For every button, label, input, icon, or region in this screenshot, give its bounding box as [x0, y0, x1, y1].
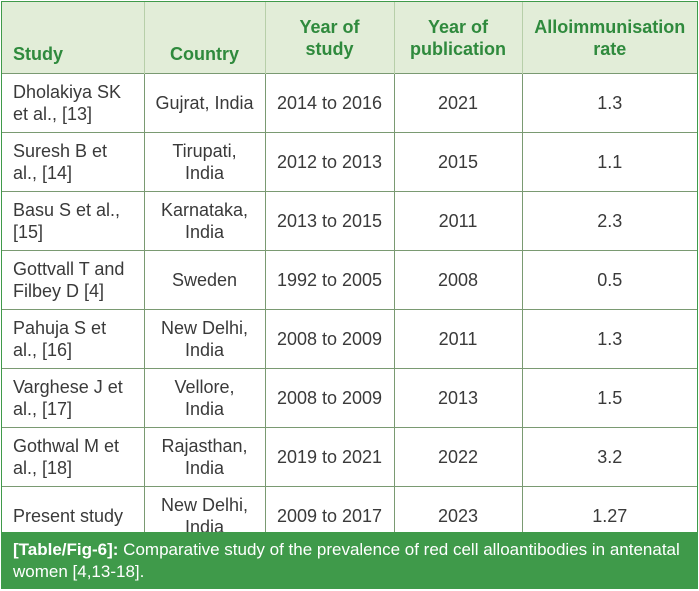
cell-study-line: al., [14] [13, 163, 73, 183]
table-caption: [Table/Fig-6]: Comparative study of the … [2, 532, 697, 588]
header-year-of-study: Year of study [264, 2, 394, 74]
cell-study-line: Present study [13, 506, 124, 526]
header-year-of-publication-line1: Year of [427, 16, 489, 37]
cell-study: Pahuja S et al., [16] [2, 309, 144, 369]
cell-country-line: Vellore, [174, 377, 235, 397]
cell-alloimmunisation-rate: 0.5 [521, 250, 697, 310]
cell-study: Varghese J et al., [17] [2, 368, 144, 428]
cell-study-line: et al., [13] [13, 104, 93, 124]
cell-year-of-publication: 2008 [393, 250, 522, 310]
cell-country-line: India [184, 222, 225, 242]
cell-study-line: Basu S et al., [13, 200, 121, 220]
cell-year-of-study: 2012 to 2013 [264, 132, 394, 192]
cell-alloimmunisation-rate: 1.1 [521, 132, 697, 192]
table-header-row: Study Country Year of study Year of public… [2, 2, 697, 74]
cell-country-line: Karnataka, [160, 200, 249, 220]
header-alloimmunisation-rate: Alloimmunisation rate [521, 2, 697, 74]
cell-country: Rajasthan, India [143, 427, 265, 487]
cell-country-line: New Delhi, [160, 495, 249, 515]
header-alloimmunisation-rate-line2: rate [593, 38, 627, 59]
cell-year-of-publication: 2011 [393, 191, 522, 251]
cell-country: Tirupati, India [143, 132, 265, 192]
cell-study: Gottvall T and Filbey D [4] [2, 250, 144, 310]
cell-country: New Delhi, India [143, 309, 265, 369]
cell-alloimmunisation-rate: 1.5 [521, 368, 697, 428]
cell-alloimmunisation-rate: 1.3 [521, 309, 697, 369]
cell-country: Sweden [143, 250, 265, 310]
cell-country: Gujrat, India [143, 73, 265, 133]
cell-study-line: Filbey D [4] [13, 281, 105, 301]
cell-country-line: India [184, 340, 225, 360]
cell-study: Gothwal M et al., [18] [2, 427, 144, 487]
cell-alloimmunisation-rate: 2.3 [521, 191, 697, 251]
cell-study-line: al., [17] [13, 399, 73, 419]
cell-study: Suresh B et al., [14] [2, 132, 144, 192]
cell-study-line: Gottvall T and [13, 259, 125, 279]
header-study-text: Study [13, 44, 64, 64]
cell-study: Dholakiya SK et al., [13] [2, 73, 144, 133]
table-row: Varghese J et al., [17] Vellore, India 2008 … [2, 368, 697, 428]
comparison-table: Study Country Year of study Year of public… [2, 2, 697, 545]
cell-study: Basu S et al., [15] [2, 191, 144, 251]
header-year-of-study-line2: study [305, 38, 354, 59]
cell-country-line: India [184, 399, 225, 419]
cell-year-of-study: 2008 to 2009 [264, 309, 394, 369]
table-row: Basu S et al., [15] Karnataka, India 2013 to… [2, 191, 697, 251]
cell-country-line: New Delhi, [160, 318, 249, 338]
table-row: Pahuja S et al., [16] New Delhi, India 2008 … [2, 309, 697, 369]
cell-country-line: India [184, 458, 225, 478]
cell-study-line: [15] [13, 222, 44, 242]
cell-country-line: Rajasthan, [161, 436, 248, 456]
cell-study-line: Suresh B et [13, 141, 108, 161]
header-year-of-publication-line2: publication [410, 38, 506, 59]
cell-study-line: Varghese J et [13, 377, 123, 397]
cell-study-line: Dholakiya SK [13, 82, 122, 102]
cell-country-line: India [184, 163, 225, 183]
cell-year-of-publication: 2022 [393, 427, 522, 487]
cell-country-line: Tirupati, [172, 141, 237, 161]
cell-country: Karnataka, India [143, 191, 265, 251]
cell-year-of-publication: 2013 [393, 368, 522, 428]
cell-year-of-publication: 2021 [393, 73, 522, 133]
cell-alloimmunisation-rate: 3.2 [521, 427, 697, 487]
header-alloimmunisation-rate-line1: Alloimmunisation [534, 16, 686, 37]
cell-year-of-study: 1992 to 2005 [264, 250, 394, 310]
cell-year-of-study: 2019 to 2021 [264, 427, 394, 487]
cell-study-line: al., [16] [13, 340, 73, 360]
table-row: Gottvall T and Filbey D [4] Sweden 1992 to … [2, 250, 697, 310]
cell-study-line: Pahuja S et [13, 318, 107, 338]
cell-study-line: Gothwal M et [13, 436, 120, 456]
table-row: Gothwal M et al., [18] Rajasthan, India 2019… [2, 427, 697, 487]
cell-country-line: Sweden [171, 270, 238, 290]
header-study: Study [2, 2, 144, 74]
cell-alloimmunisation-rate: 1.3 [521, 73, 697, 133]
cell-year-of-publication: 2015 [393, 132, 522, 192]
header-country: Country [143, 2, 265, 74]
header-year-of-study-line1: Year of [299, 16, 360, 37]
table-row: Dholakiya SK et al., [13] Gujrat, India 201… [2, 73, 697, 133]
cell-study-line: al., [18] [13, 458, 73, 478]
cell-year-of-study: 2014 to 2016 [264, 73, 394, 133]
header-year-of-publication: Year of publication [393, 2, 522, 74]
cell-country-line: Gujrat, India [155, 93, 254, 113]
cell-country: Vellore, India [143, 368, 265, 428]
table-body: Dholakiya SK et al., [13] Gujrat, India 201… [2, 73, 697, 545]
caption-text: Comparative study of the prevalence of r… [13, 540, 680, 581]
cell-year-of-study: 2008 to 2009 [264, 368, 394, 428]
table-row: Suresh B et al., [14] Tirupati, India 2012 t… [2, 132, 697, 192]
cell-year-of-study: 2013 to 2015 [264, 191, 394, 251]
caption-label: [Table/Fig-6]: [13, 540, 119, 559]
header-country-text: Country [170, 44, 239, 64]
cell-year-of-publication: 2011 [393, 309, 522, 369]
